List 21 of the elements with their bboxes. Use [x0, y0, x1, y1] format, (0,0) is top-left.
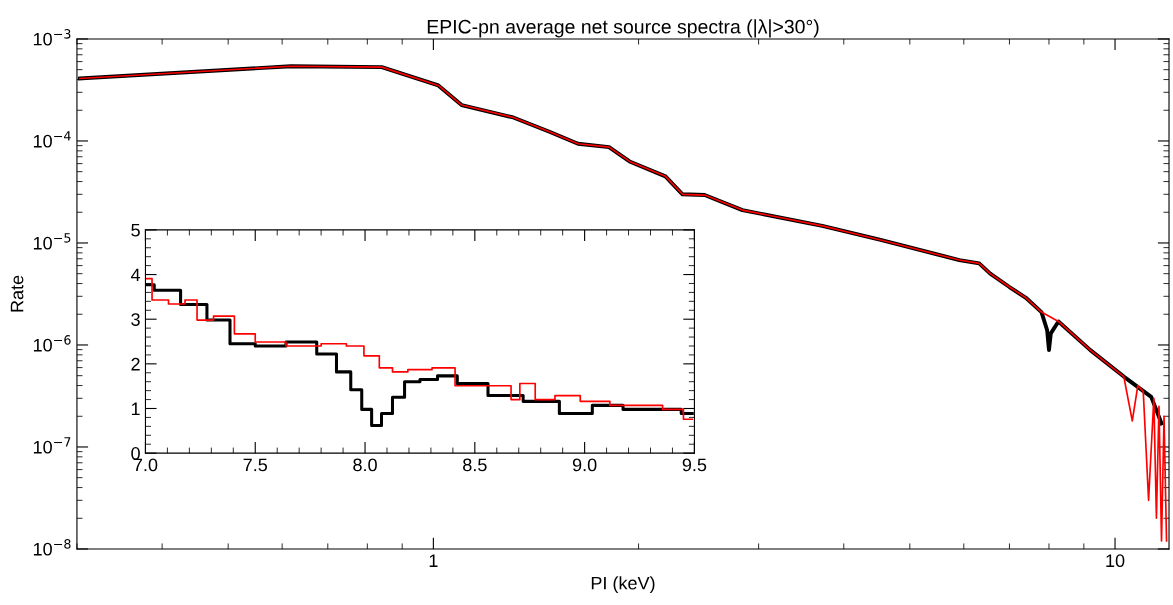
y-tick-label: 2	[131, 357, 140, 371]
y-tick-label: 10$^{−4}$	[33, 131, 71, 148]
y-tick-label: 4	[130, 268, 141, 282]
y-tick-label: 1	[131, 402, 140, 416]
y-axis-title: Rate	[10, 275, 24, 312]
y-tick-label: 3	[131, 313, 140, 326]
x-tick-label: 7.0	[133, 458, 158, 472]
chart-title: EPIC-pn average net source spectra (|λ|>30°)	[427, 19, 819, 38]
y-tick-label: 10$^{−6}$	[33, 335, 71, 352]
x-tick-label: 8.0	[353, 458, 377, 472]
x-tick-label: 10	[1106, 554, 1125, 568]
y-tick-label: 10$^{−7}$	[33, 437, 71, 454]
y-tick-label: 10$^{−3}$	[33, 29, 71, 46]
x-tick-label: 9.0	[572, 458, 597, 472]
x-tick-label: 7.5	[243, 458, 268, 472]
x-axis-title: PI (keV)	[591, 576, 655, 594]
y-tick-label: 10$^{−8}$	[33, 539, 71, 556]
y-tick-label: 5	[131, 224, 140, 237]
x-tick-label: 8.5	[463, 458, 487, 472]
x-tick-label: 9.5	[682, 458, 707, 472]
y-tick-label: 10$^{−5}$	[33, 233, 71, 250]
